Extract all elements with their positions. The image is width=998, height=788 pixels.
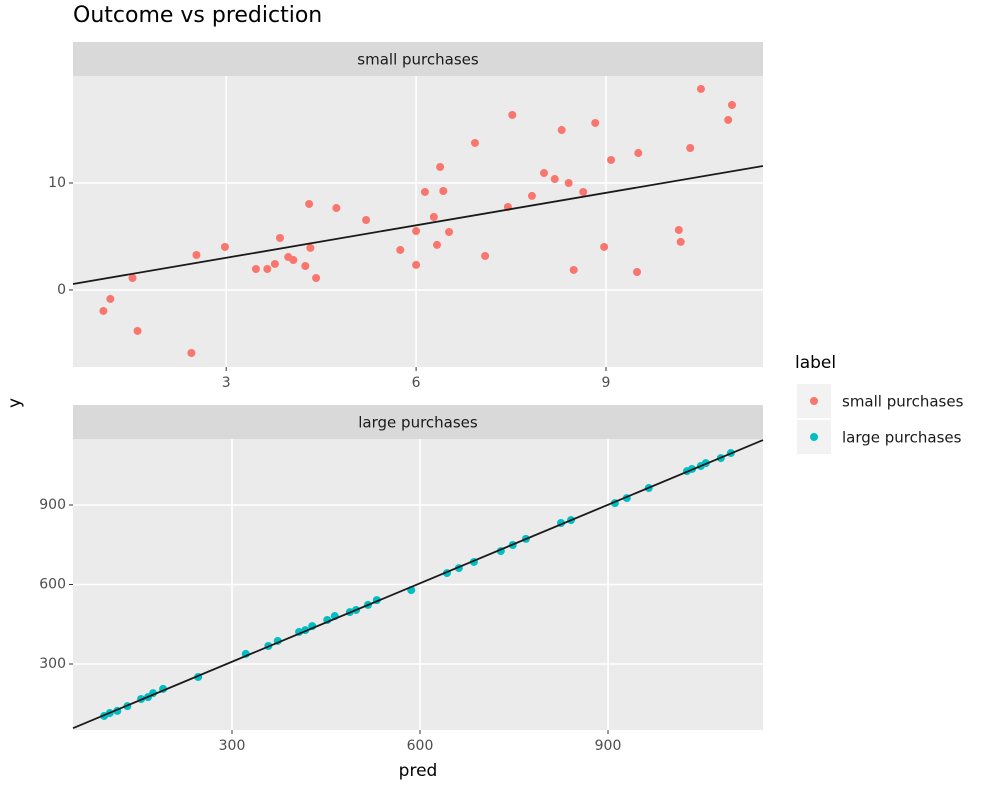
point bbox=[251, 265, 260, 274]
legend-title: label bbox=[795, 353, 836, 373]
point bbox=[634, 149, 643, 158]
point bbox=[133, 326, 142, 335]
point bbox=[481, 251, 490, 260]
point bbox=[557, 126, 566, 135]
legend-label: small purchases bbox=[842, 393, 964, 411]
point bbox=[412, 260, 421, 269]
point bbox=[429, 213, 438, 222]
strip-label: large purchases bbox=[358, 414, 478, 432]
x-tick-label: 9 bbox=[602, 375, 611, 391]
point bbox=[527, 191, 536, 200]
point bbox=[301, 262, 310, 271]
point bbox=[633, 267, 642, 276]
y-axis-label: y bbox=[5, 398, 25, 408]
strip bbox=[73, 42, 763, 76]
y-tick-label: 10 bbox=[48, 175, 66, 191]
point bbox=[192, 250, 201, 259]
point bbox=[305, 199, 314, 208]
point bbox=[420, 187, 429, 196]
point bbox=[508, 110, 517, 119]
y-tick-label: 600 bbox=[39, 577, 66, 593]
point bbox=[332, 204, 341, 213]
point bbox=[564, 178, 573, 187]
point bbox=[306, 243, 315, 252]
x-tick-label: 900 bbox=[595, 738, 622, 754]
point bbox=[600, 242, 609, 251]
point bbox=[569, 265, 578, 274]
point bbox=[439, 187, 448, 196]
point bbox=[432, 240, 441, 249]
point bbox=[312, 273, 321, 282]
point bbox=[579, 187, 588, 196]
point bbox=[220, 242, 229, 251]
point bbox=[263, 265, 272, 274]
y-tick-label: 900 bbox=[39, 497, 66, 513]
point bbox=[276, 233, 284, 242]
point bbox=[676, 237, 685, 246]
legend-marker bbox=[810, 433, 818, 441]
point bbox=[436, 162, 445, 171]
point bbox=[187, 348, 196, 357]
x-tick-label: 300 bbox=[219, 738, 246, 754]
fit-line bbox=[72, 165, 764, 285]
strip bbox=[73, 405, 763, 439]
x-tick-label: 3 bbox=[222, 375, 231, 391]
legend-label: large purchases bbox=[842, 429, 962, 447]
point bbox=[550, 175, 559, 184]
point bbox=[445, 227, 454, 236]
point bbox=[362, 216, 371, 225]
x-axis-label: pred bbox=[399, 761, 438, 781]
fit-line bbox=[72, 439, 764, 729]
point bbox=[99, 306, 108, 315]
point bbox=[724, 115, 733, 124]
y-tick-label: 0 bbox=[57, 282, 66, 298]
point bbox=[270, 259, 279, 268]
point bbox=[412, 227, 421, 236]
point bbox=[539, 169, 548, 178]
point bbox=[128, 273, 137, 282]
point bbox=[591, 118, 600, 127]
point bbox=[674, 225, 683, 234]
point bbox=[396, 245, 405, 254]
x-tick-label: 6 bbox=[412, 375, 421, 391]
panel bbox=[73, 76, 763, 367]
y-tick-label: 300 bbox=[39, 656, 66, 672]
point bbox=[289, 256, 298, 265]
point bbox=[470, 138, 479, 147]
point bbox=[696, 84, 705, 93]
point bbox=[106, 294, 115, 303]
point bbox=[686, 144, 695, 153]
strip-label: small purchases bbox=[357, 51, 479, 69]
point bbox=[607, 155, 616, 164]
legend-marker bbox=[810, 397, 818, 405]
chart-title: Outcome vs prediction bbox=[73, 3, 322, 28]
point bbox=[727, 100, 736, 109]
x-tick-label: 600 bbox=[407, 738, 434, 754]
